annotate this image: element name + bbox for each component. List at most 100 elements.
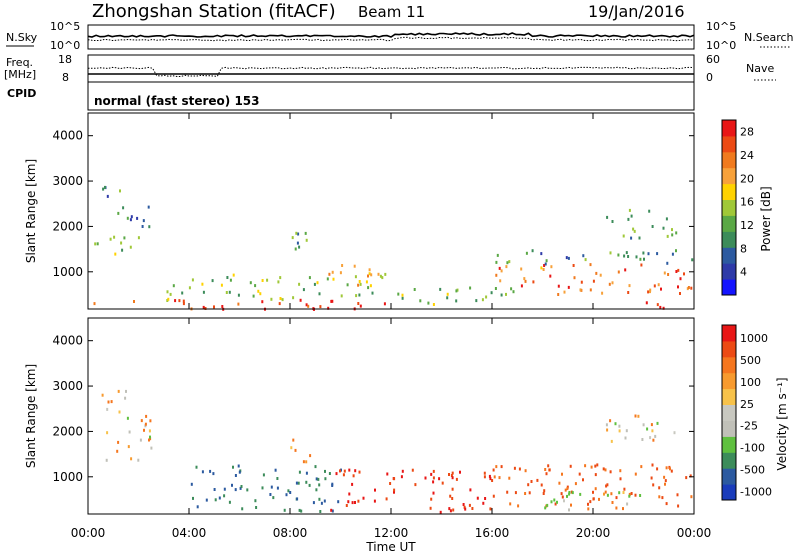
vel-echo-cell	[483, 475, 486, 479]
vel-echo-cell	[312, 501, 315, 505]
vel-echo-cell	[305, 471, 308, 475]
power-echo-cell	[401, 296, 404, 300]
power-echo-cell	[341, 264, 344, 267]
vel-echo-cell	[640, 465, 643, 469]
power-echo-cell	[304, 231, 307, 235]
power-echo-cell	[129, 245, 132, 249]
power-echo-cell	[446, 296, 449, 300]
vel-echo-cell	[602, 467, 605, 471]
vel-echo-cell	[212, 472, 215, 476]
vel-echo-cell	[615, 496, 618, 500]
vel-echo-cell	[652, 438, 655, 442]
vel-echo-cell	[495, 465, 498, 469]
vel-echo-cell	[128, 430, 131, 434]
power-echo-cell	[94, 242, 97, 246]
power-echo-cell	[512, 290, 515, 294]
freq-right-top-tick: 60	[706, 53, 720, 66]
power-echo-cell	[270, 297, 273, 301]
vel-echo-cell	[546, 503, 549, 507]
power-echo-cell	[446, 292, 449, 296]
power-echo-cell	[550, 265, 553, 269]
power-echo-cell	[671, 252, 674, 256]
velocity-y-axis: 1000 2000 3000 4000	[52, 318, 695, 514]
power-echo-cell	[123, 236, 126, 240]
vel-echo-cell	[223, 487, 226, 491]
power-echo-cell	[191, 278, 194, 282]
vel-echo-cell	[323, 499, 326, 503]
vel-echo-cell	[451, 497, 454, 500]
vel-echo-cell	[305, 460, 308, 464]
power-echo-cell	[130, 215, 133, 219]
power-echo-cell	[544, 262, 547, 266]
nave-trace	[87, 66, 695, 77]
vel-echo-cell	[262, 473, 265, 477]
power-echo-cell	[592, 279, 595, 283]
velocity-heatmap	[101, 389, 693, 514]
power-echo-cell	[617, 270, 620, 274]
vel-echo-cell	[192, 496, 194, 500]
vel-echo-cell	[637, 414, 640, 418]
power-echo-cell	[113, 235, 116, 239]
vel-echo-cell	[677, 504, 680, 508]
vel-echo-cell	[287, 489, 290, 493]
vel-echo-cell	[527, 483, 530, 487]
power-echo-cell	[279, 276, 282, 280]
colorbar-tick-label: -500	[740, 463, 765, 476]
vel-echo-cell	[673, 431, 676, 435]
colorbar-tick-label: -1000	[740, 485, 772, 498]
power-echo-cell	[677, 268, 680, 272]
vel-echo-cell	[483, 471, 486, 475]
vel-echo-cell	[622, 491, 625, 494]
vel-echo-cell	[606, 428, 609, 432]
vel-echo-cell	[331, 509, 334, 513]
colorbar-tick-label: 4	[740, 266, 747, 279]
vel-echo-cell	[441, 481, 444, 485]
vel-echo-cell	[556, 500, 558, 504]
vel-echo-cell	[351, 482, 354, 486]
power-echo-cell	[369, 284, 372, 288]
vel-echo-cell	[464, 507, 467, 511]
vel-echo-cell	[255, 506, 258, 509]
power-echo-cell	[647, 252, 650, 256]
power-echo-cell	[557, 284, 560, 288]
vel-echo-cell	[524, 492, 527, 495]
power-echo-cell	[299, 298, 302, 302]
power-echo-cell	[229, 278, 232, 282]
power-echo-cell	[298, 282, 301, 286]
vel-echo-cell	[318, 483, 321, 487]
power-echo-cell	[368, 272, 371, 276]
vel-echo-cell	[594, 487, 597, 491]
vel-echo-cell	[641, 438, 644, 441]
power-echo-cell	[339, 271, 342, 275]
power-echo-cell	[307, 304, 310, 308]
power-echo-cell	[291, 236, 294, 240]
vel-echo-cell	[348, 492, 351, 496]
power-echo-cell	[354, 275, 357, 279]
vel-echo-cell	[386, 472, 389, 476]
power-echo-cell	[499, 279, 502, 283]
power-echo-cell	[557, 293, 560, 296]
power-echo-cell	[469, 286, 472, 290]
x-tick-label: 16:00	[475, 526, 510, 540]
vel-echo-cell	[514, 491, 517, 495]
vel-echo-cell	[623, 487, 626, 491]
noise-right-label: N.Search	[744, 31, 794, 44]
vel-echo-cell	[414, 483, 417, 487]
vel-echo-cell	[347, 500, 350, 504]
colorbar-segment	[722, 183, 736, 200]
vel-echo-cell	[618, 424, 621, 428]
power-echo-cell	[642, 251, 645, 255]
vel-echo-cell	[482, 501, 485, 505]
power-echo-cell	[611, 281, 614, 285]
vel-echo-cell	[430, 497, 433, 501]
vel-echo-cell	[568, 492, 571, 496]
vel-echo-cell	[685, 476, 688, 480]
power-echo-cell	[346, 283, 349, 287]
freq-left-label-2: [MHz]	[4, 68, 36, 81]
vel-echo-cell	[295, 481, 298, 485]
power-echo-cell	[625, 251, 628, 255]
power-echo-cell	[278, 302, 281, 306]
power-echo-cell	[359, 282, 362, 286]
vel-echo-cell	[606, 493, 609, 497]
